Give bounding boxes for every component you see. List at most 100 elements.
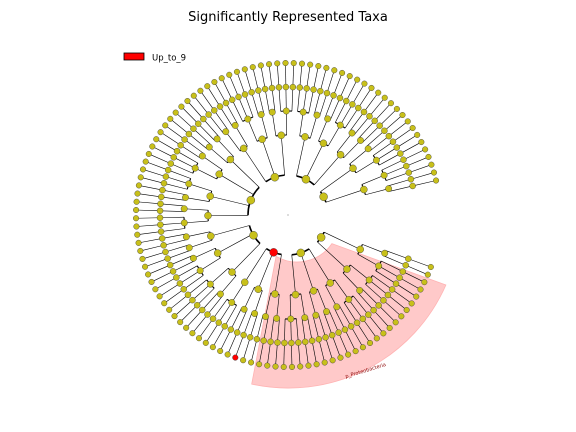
branch-line	[353, 295, 369, 315]
taxon-node	[385, 185, 393, 193]
taxon-node	[366, 339, 373, 346]
branch-line	[334, 308, 346, 330]
taxon-node	[329, 357, 336, 364]
branch-line	[185, 309, 203, 329]
branch-line	[168, 169, 191, 179]
taxon-node	[333, 303, 341, 311]
branch-line	[340, 104, 353, 126]
branch-line	[349, 111, 365, 132]
branch-line	[192, 283, 211, 301]
branch-line	[196, 288, 215, 306]
taxon-node	[199, 306, 206, 314]
taxon-node	[408, 300, 415, 307]
branch-line	[247, 118, 258, 142]
branch-line	[378, 305, 396, 323]
taxon-node	[160, 242, 167, 249]
taxon-node	[373, 335, 380, 342]
taxon-node	[211, 79, 218, 86]
taxon-node	[190, 125, 197, 132]
branch-line	[369, 135, 390, 152]
branch-line	[258, 340, 264, 365]
branch-line	[318, 339, 325, 363]
taxon-node	[145, 271, 152, 278]
branch-line	[205, 322, 220, 344]
taxon-node	[172, 109, 179, 116]
branch-line	[165, 125, 185, 140]
branch-line	[217, 233, 253, 254]
branch-line	[291, 87, 294, 112]
taxon-node	[185, 180, 193, 188]
taxon-node	[189, 330, 196, 337]
cladogram-tree	[133, 60, 440, 370]
taxon-node	[365, 311, 372, 318]
branch-line	[219, 173, 254, 195]
branch-line	[280, 135, 285, 176]
branch-line	[165, 176, 189, 185]
taxon-node	[364, 145, 372, 153]
branch-line	[344, 107, 359, 129]
branch-line	[385, 250, 409, 260]
taxon-node	[299, 108, 307, 116]
taxon-node	[167, 115, 174, 122]
branch-line	[176, 265, 198, 278]
taxon-node	[161, 300, 168, 307]
branch-line	[213, 110, 229, 131]
taxon-node	[330, 92, 337, 99]
taxon-node	[227, 326, 235, 333]
branch-line	[219, 329, 232, 352]
branch-line	[231, 282, 245, 303]
taxon-node	[360, 185, 368, 194]
taxon-node	[365, 276, 373, 284]
branch-line	[236, 71, 246, 95]
taxon-node	[381, 249, 389, 257]
taxon-node	[422, 146, 429, 153]
taxon-node	[403, 162, 410, 170]
taxon-node	[133, 206, 140, 213]
taxon-node	[380, 297, 387, 304]
branch-line	[207, 295, 223, 315]
taxon-node	[156, 207, 164, 214]
taxon-node	[260, 337, 267, 344]
branch-line	[383, 300, 402, 317]
branch-line	[235, 334, 244, 358]
taxon-node	[387, 100, 394, 107]
taxon-node	[413, 293, 420, 300]
taxon-node	[349, 164, 357, 173]
taxon-node	[274, 339, 281, 346]
taxon-node	[257, 62, 264, 69]
branch-line	[164, 289, 184, 304]
taxon-node	[189, 296, 196, 304]
branch-line	[374, 102, 392, 122]
branch-line	[383, 255, 406, 266]
branch-line	[348, 299, 364, 320]
branch-line	[243, 287, 255, 310]
branch-line	[387, 294, 407, 311]
branch-line	[358, 87, 372, 109]
branch-line	[296, 318, 299, 343]
branch-line	[199, 257, 221, 271]
taxon-node	[388, 286, 396, 293]
taxon-node	[159, 186, 166, 194]
branch-line	[186, 231, 210, 238]
taxon-node	[137, 174, 144, 181]
taxon-node	[162, 173, 170, 180]
taxon-node	[428, 161, 435, 168]
taxon-node	[299, 60, 306, 67]
taxon-node	[258, 135, 266, 143]
branch-line	[202, 291, 219, 311]
taxon-node	[417, 286, 424, 293]
taxon-node	[312, 311, 320, 319]
branch-line	[317, 289, 327, 312]
branch-line	[399, 277, 421, 290]
branch-line	[275, 342, 278, 367]
branch-line	[361, 288, 379, 306]
branch-line	[290, 318, 292, 343]
branch-line	[408, 164, 432, 173]
taxon-node	[357, 137, 364, 144]
branch-line	[408, 258, 431, 268]
taxon-node	[216, 103, 224, 110]
branch-line	[323, 231, 361, 250]
taxon-node	[301, 133, 309, 141]
branch-line	[329, 97, 341, 121]
branch-line	[195, 167, 217, 180]
